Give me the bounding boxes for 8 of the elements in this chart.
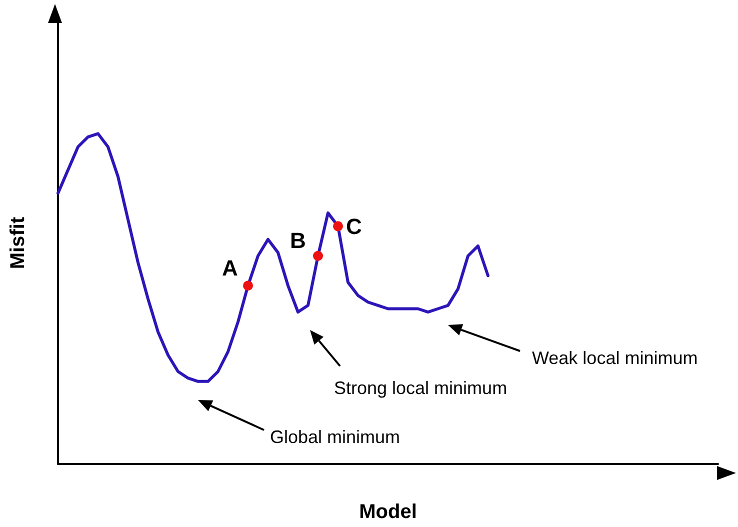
annotation: Weak local minimum	[532, 348, 698, 368]
annotation: Strong local minimum	[334, 378, 508, 398]
annotation: Global minimum	[270, 427, 400, 447]
annotation: B	[290, 228, 306, 253]
y-axis-title: Misfit	[7, 216, 29, 270]
x-axis-title: Model	[359, 501, 417, 523]
annotation: C	[346, 214, 362, 240]
annotation: A	[222, 256, 238, 281]
